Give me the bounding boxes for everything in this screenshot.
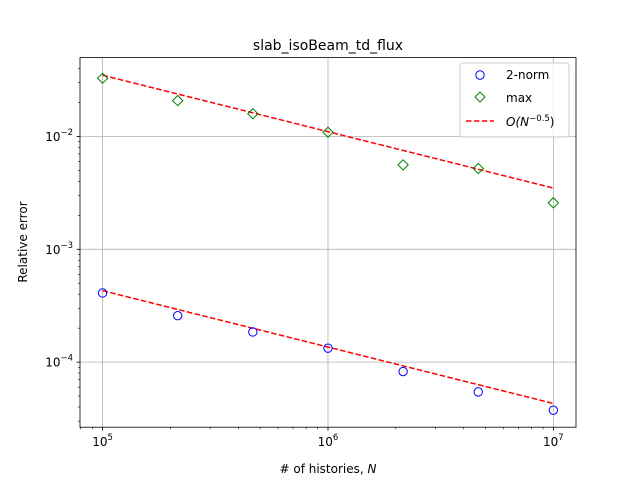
x-tick-label: 106 — [318, 433, 339, 449]
legend-marker-max — [474, 91, 486, 103]
reference-line-1 — [102, 74, 554, 189]
legend-label-max: max — [506, 91, 532, 105]
x-tick-label: 107 — [543, 433, 564, 449]
point-2-norm — [97, 288, 108, 298]
y-tick-exponent: −4 — [60, 354, 73, 364]
legend-reference-prefix: O(N — [506, 115, 529, 129]
x-axis-label: # of histories, N — [279, 462, 376, 476]
y-tick-exponent: −3 — [60, 241, 73, 251]
chart-title: slab_isoBeam_td_flux — [253, 38, 403, 54]
y-tick-label: 10−3 — [45, 241, 73, 257]
legend-label-2-norm: 2-norm — [506, 68, 549, 82]
point-max — [96, 72, 109, 85]
x-tick-label: 105 — [92, 433, 113, 449]
legend-label-reference: O(N−0.5) — [506, 114, 554, 129]
x-axis-ticks: 105 106 107 — [80, 427, 564, 449]
point-2-norm — [473, 387, 483, 397]
legend-marker-2-norm — [475, 70, 485, 80]
point-max — [322, 126, 334, 139]
legend-reference-suffix: ) — [550, 115, 555, 129]
reference-line-0 — [102, 289, 554, 405]
y-tick-label: 10−2 — [45, 128, 73, 144]
reference-lines — [102, 74, 554, 405]
y-tick-exponent: −2 — [60, 128, 73, 138]
x-axis-label-text: # of histories, — [279, 462, 367, 476]
x-tick-exponent: 5 — [108, 433, 113, 443]
y-tick-label: 10−4 — [45, 354, 73, 370]
point-2-norm — [323, 343, 333, 353]
y-axis-ticks: 10−410−310−2 — [45, 68, 80, 422]
data-markers — [96, 72, 560, 415]
x-tick-base: 10 — [318, 435, 333, 449]
x-tick-base: 10 — [543, 435, 558, 449]
point-max — [171, 94, 184, 107]
legend-frame — [459, 62, 570, 138]
x-tick-exponent: 7 — [558, 433, 563, 443]
point-max — [472, 162, 485, 175]
x-tick-exponent: 6 — [333, 433, 338, 443]
y-tick-base: 10 — [45, 243, 60, 257]
x-tick-base: 10 — [92, 435, 107, 449]
point-max — [547, 197, 560, 209]
point-2-norm — [173, 310, 183, 321]
y-axis-label: Relative error — [16, 201, 30, 282]
legend: 2-norm max O(N−0.5) — [459, 62, 570, 138]
point-2-norm — [548, 405, 559, 415]
y-tick-base: 10 — [45, 356, 60, 370]
point-2-norm — [248, 327, 258, 337]
x-axis-label-variable: N — [368, 462, 377, 476]
point-max — [397, 159, 409, 171]
legend-reference-exponent: −0.5 — [529, 114, 550, 124]
y-tick-base: 10 — [45, 130, 60, 144]
point-max — [247, 107, 259, 120]
point-2-norm — [398, 366, 408, 377]
